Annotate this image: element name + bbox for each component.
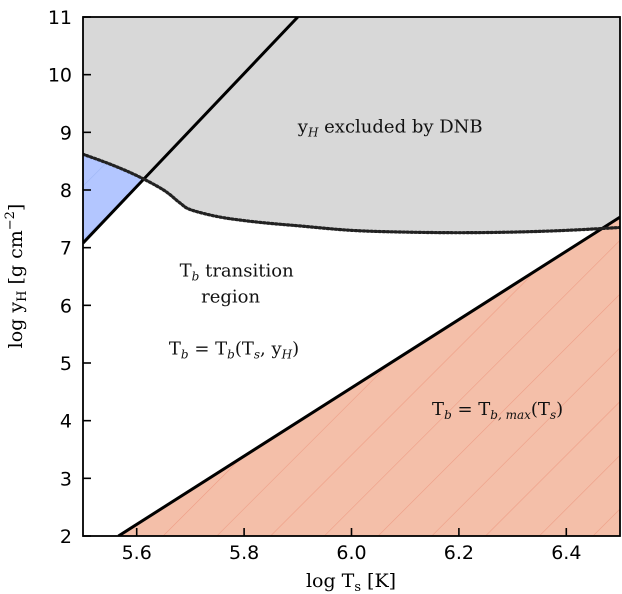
y-tick-label: 6 [60, 295, 72, 317]
dnb-annotation: yH excluded by DNB [297, 116, 483, 139]
upper-boundary-line [83, 17, 299, 245]
blue-region [83, 154, 144, 244]
tb-function-annotation: Tb = Tb(Ts, yH) [169, 338, 299, 361]
x-axis-label: log Ts [K] [306, 570, 396, 594]
y-tick-label: 8 [60, 180, 72, 202]
y-axis: 2 3 4 5 6 7 8 9 10 11 [48, 7, 91, 548]
y-tick-label: 2 [60, 526, 72, 548]
tb-max-boundary-line [117, 215, 620, 536]
x-tick-label: 6.4 [551, 542, 581, 564]
x-tick-label: 6.0 [336, 542, 366, 564]
x-tick-label: 5.8 [229, 542, 259, 564]
dnb-boundary-curve [83, 152, 620, 235]
x-tick-label: 6.2 [444, 542, 474, 564]
y-axis-label: log yH [g cm−2] [3, 204, 30, 349]
y-tick-label: 10 [48, 65, 72, 87]
x-axis: 5.6 5.8 6.0 6.2 6.4 [122, 528, 581, 564]
y-tick-label: 7 [60, 238, 72, 260]
transition-annotation-line1: Tb transition [180, 261, 294, 284]
dnb-excluded-region [83, 17, 620, 233]
x-tick-label: 5.6 [122, 542, 152, 564]
y-tick-label: 5 [60, 353, 72, 375]
y-tick-label: 9 [60, 122, 72, 144]
y-tick-label: 4 [60, 411, 72, 433]
y-tick-label: 11 [48, 7, 72, 29]
y-tick-label: 3 [60, 468, 72, 490]
tb-max-annotation: Tb = Tb, max(Ts) [432, 399, 563, 422]
transition-annotation-line2: region [201, 286, 260, 307]
